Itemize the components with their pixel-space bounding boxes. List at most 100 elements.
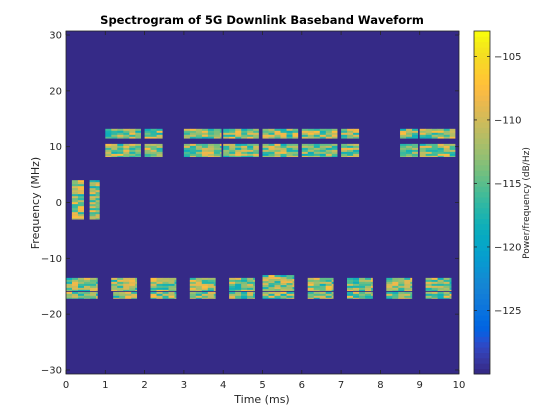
burst-cell: [84, 281, 91, 285]
burst-cell: [410, 297, 413, 299]
burst-cell: [207, 149, 215, 153]
burst-cell: [437, 285, 444, 289]
colorbar-step: [474, 218, 490, 225]
burst-cell: [201, 147, 209, 151]
burst-cell: [443, 155, 450, 158]
burst-cell: [325, 151, 333, 155]
burst-cell: [241, 151, 248, 155]
burst-cell: [313, 285, 320, 289]
burst-cell: [301, 132, 309, 136]
burst-cell: [292, 283, 295, 286]
burst-cell: [213, 130, 221, 134]
burst-cell: [253, 287, 255, 291]
burst-cell: [123, 279, 130, 283]
burst-cell: [400, 151, 407, 155]
burst-cell: [371, 291, 373, 295]
burst-cell: [201, 281, 209, 285]
burst-cell: [406, 149, 413, 153]
burst-cell: [95, 208, 100, 211]
burst-cell: [262, 281, 269, 284]
burst-cell: [406, 130, 413, 134]
burst-cell: [449, 293, 452, 297]
burst-cell: [201, 297, 209, 299]
burst-cell: [280, 293, 287, 297]
burst-cell: [410, 283, 413, 287]
burst-cell: [84, 283, 91, 287]
burst-cell: [437, 136, 444, 139]
burst-cell: [135, 287, 138, 291]
burst-cell: [449, 147, 456, 151]
burst-cell: [412, 145, 419, 149]
burst-cell: [135, 136, 141, 139]
burst-cell: [274, 287, 281, 290]
burst-cell: [90, 293, 97, 297]
burst-cell: [207, 287, 215, 291]
burst-cell: [406, 143, 413, 147]
burst-cell: [77, 212, 84, 215]
burst-cell: [359, 285, 366, 289]
burst-cell: [201, 287, 209, 291]
burst-cell: [201, 134, 209, 138]
burst-cell: [95, 196, 100, 199]
burst-cell: [319, 149, 327, 153]
burst-cell: [268, 279, 275, 282]
burst-cell: [71, 210, 79, 213]
burst-cell: [331, 285, 334, 289]
burst-cell: [77, 182, 84, 185]
signal-burst: [229, 277, 255, 292]
burst-cell: [213, 153, 221, 157]
burst-cell: [319, 153, 327, 157]
burst-cell: [117, 281, 124, 285]
burst-cell: [77, 184, 84, 187]
burst-cell: [96, 295, 98, 299]
burst-cell: [213, 283, 216, 287]
burst-cell: [431, 153, 438, 157]
burst-cell: [129, 128, 136, 132]
signal-burst: [419, 143, 456, 158]
burst-cell: [419, 147, 426, 151]
burst-cell: [113, 295, 120, 299]
burst-cell: [241, 132, 248, 136]
burst-cell: [123, 130, 130, 134]
burst-cell: [189, 155, 197, 158]
burst-cell: [150, 279, 157, 283]
burst-cell: [280, 147, 287, 151]
burst-cell: [262, 277, 269, 280]
burst-cell: [280, 285, 287, 288]
burst-cell: [319, 291, 326, 295]
burst-cell: [253, 285, 255, 289]
burst-cell: [347, 136, 354, 139]
burst-cell: [398, 277, 405, 281]
burst-cell: [95, 182, 100, 185]
burst-cell: [325, 293, 332, 297]
burst-cell: [347, 277, 354, 281]
burst-cell: [189, 145, 197, 149]
burst-cell: [235, 130, 242, 134]
burst-cell: [341, 130, 348, 134]
burst-cell: [292, 285, 295, 288]
burst-cell: [253, 291, 255, 295]
burst-cell: [168, 281, 175, 285]
burst-cell: [274, 149, 281, 153]
burst-cell: [274, 155, 281, 158]
burst-cell: [105, 128, 112, 132]
burst-cell: [398, 279, 405, 283]
burst-cell: [66, 297, 73, 299]
burst-cell: [292, 132, 299, 136]
burst-cell: [247, 147, 254, 151]
burst-cell: [71, 194, 79, 197]
burst-cell: [392, 287, 399, 291]
burst-cell: [331, 291, 334, 295]
burst-cell: [313, 153, 321, 157]
burst-cell: [410, 291, 413, 295]
burst-cell: [123, 277, 130, 281]
burst-cell: [174, 277, 177, 281]
burst-cell: [410, 289, 413, 292]
burst-cell: [365, 285, 372, 289]
burst-cell: [292, 297, 295, 299]
burst-cell: [347, 283, 354, 287]
burst-cell: [437, 281, 444, 285]
burst-cell: [229, 287, 236, 291]
burst-cell: [95, 218, 100, 220]
